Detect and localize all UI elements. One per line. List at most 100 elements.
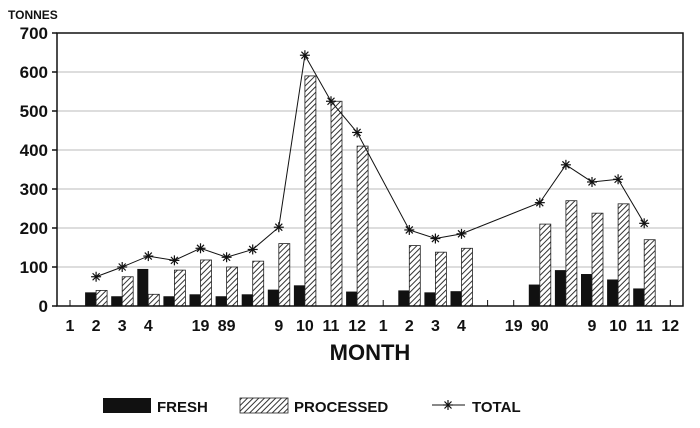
- line-total: [95, 53, 645, 278]
- bar-fresh: [189, 294, 201, 306]
- bar-processed: [121, 276, 134, 307]
- bar-processed: [408, 245, 421, 307]
- marker-total: [404, 224, 415, 235]
- marker-total: [443, 400, 453, 410]
- legend-star-marker: [443, 400, 453, 410]
- x-tick-label: 4: [457, 318, 466, 335]
- star-stroke: [118, 263, 127, 271]
- star-stroke: [405, 226, 414, 234]
- y-tick-label: 600: [20, 63, 48, 82]
- marker-total: [326, 96, 336, 107]
- marker-total: [352, 127, 363, 138]
- star-stroke: [588, 178, 596, 186]
- x-tick-label: 10: [609, 318, 627, 335]
- marker-total: [299, 50, 310, 61]
- bar-fresh: [424, 292, 436, 306]
- bar-processed: [226, 266, 239, 307]
- bar-fresh: [241, 294, 253, 306]
- marker-total: [587, 176, 597, 187]
- marker-total: [560, 159, 571, 170]
- x-tick-label: 89: [218, 318, 236, 335]
- marker-total: [430, 233, 441, 244]
- bar-processed: [304, 75, 317, 307]
- x-tick-label: 12: [661, 318, 679, 335]
- marker-total: [91, 271, 102, 282]
- star-stroke: [327, 97, 335, 106]
- bar-fresh: [398, 290, 410, 306]
- bar-fresh: [528, 284, 540, 306]
- x-axis-title: MONTH: [330, 340, 411, 365]
- bar-fresh: [581, 274, 592, 306]
- y-tick-label: 500: [20, 102, 48, 121]
- star-stroke: [222, 253, 231, 262]
- x-tick-label: 4: [144, 318, 153, 335]
- x-tick-label: 2: [92, 318, 101, 335]
- x-tick-label: 90: [531, 318, 549, 335]
- x-tick-label: 3: [431, 318, 440, 335]
- y-tick-label: 100: [20, 258, 48, 277]
- x-tick-label: 11: [636, 318, 653, 335]
- marker-total: [534, 197, 545, 208]
- marker-total: [613, 174, 624, 185]
- legend-label-fresh: FRESH: [157, 399, 208, 416]
- star-stroke: [535, 198, 544, 207]
- legend-label-total: TOTAL: [472, 399, 521, 416]
- marker-total: [639, 218, 650, 229]
- marker-total: [221, 252, 232, 263]
- star-stroke: [196, 244, 205, 253]
- bar-fresh: [163, 296, 175, 306]
- star-stroke: [561, 160, 570, 169]
- legend-swatch-fresh: [103, 398, 151, 413]
- marker-total: [195, 243, 206, 254]
- bar-processed: [565, 200, 578, 307]
- y-tick-label: 200: [20, 219, 48, 238]
- y-tick-label: 0: [39, 297, 48, 316]
- y-tick-label: 700: [20, 24, 48, 43]
- bar-fresh: [293, 285, 305, 306]
- star-stroke: [640, 219, 649, 228]
- bar-fresh: [137, 268, 149, 306]
- star-stroke: [274, 223, 283, 232]
- star-stroke: [444, 401, 452, 409]
- star-stroke: [457, 229, 466, 238]
- legend-swatch-processed: [239, 397, 289, 414]
- bar-processed: [643, 239, 656, 307]
- marker-total: [247, 244, 258, 255]
- bar-processed: [356, 145, 369, 307]
- x-tick-label: 19: [505, 318, 523, 335]
- bar-fresh: [633, 288, 645, 306]
- bar-processed: [252, 260, 265, 307]
- marker-total: [117, 262, 128, 272]
- bar-processed: [461, 247, 473, 307]
- bar-processed: [200, 259, 212, 307]
- bar-processed: [434, 251, 447, 307]
- legend: FRESH PROCESSED TOTAL: [103, 397, 521, 416]
- bar-processed: [591, 212, 604, 307]
- x-tick-label: 11: [323, 318, 340, 335]
- y-tick-label: 300: [20, 180, 48, 199]
- x-tick-label: 2: [405, 318, 414, 335]
- bar-fresh: [215, 296, 227, 306]
- star-stroke: [92, 272, 101, 281]
- bar-fresh: [554, 270, 566, 306]
- star-stroke: [431, 234, 440, 243]
- bar-processed: [330, 100, 343, 307]
- bar-fresh: [346, 291, 358, 306]
- star-stroke: [170, 256, 179, 265]
- x-tick-label: 19: [192, 318, 210, 335]
- bar-fresh: [85, 292, 97, 306]
- x-tick-label: 3: [118, 318, 127, 335]
- bar-processed: [278, 243, 291, 307]
- legend-label-processed: PROCESSED: [294, 399, 388, 416]
- bar-fresh: [267, 289, 279, 306]
- bar-processed: [617, 203, 630, 307]
- marker-total: [456, 228, 467, 239]
- marker-total: [169, 255, 180, 266]
- y-axis-unit-label: TONNES: [8, 8, 58, 22]
- x-tick-label: 9: [588, 318, 597, 335]
- x-tick-label: 12: [348, 318, 366, 335]
- marker-total: [143, 251, 154, 262]
- bar-processed: [539, 223, 552, 307]
- x-tick-label: 9: [274, 318, 283, 335]
- x-tick-label: 1: [66, 318, 75, 335]
